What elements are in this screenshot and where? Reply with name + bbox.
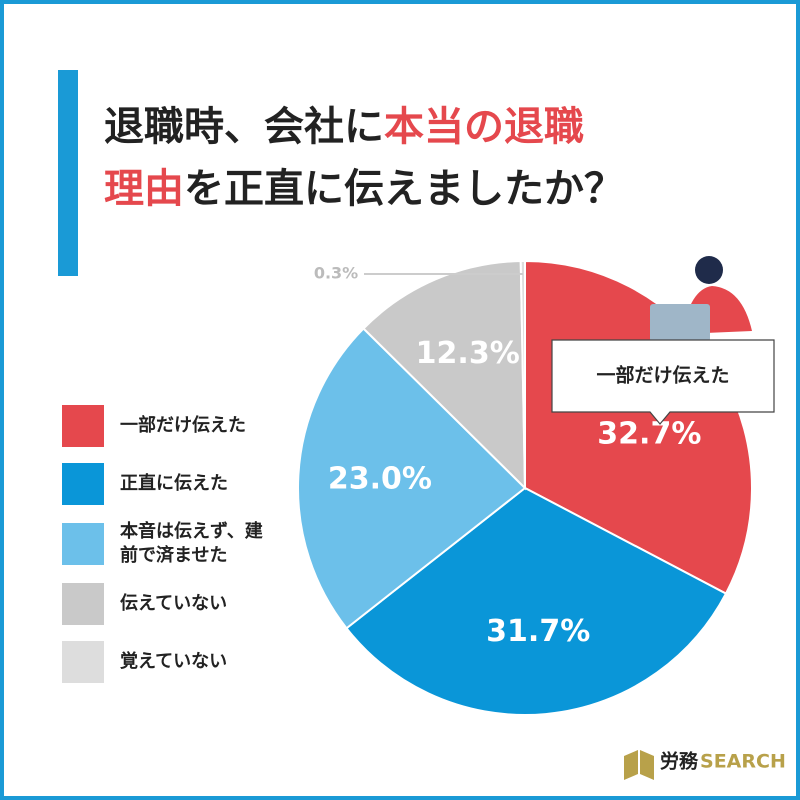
slice-label: 23.0%	[328, 461, 432, 496]
brand-word: SEARCH	[700, 751, 786, 773]
title-segment: を正直に伝えましたか？	[184, 166, 624, 212]
accent-bar	[58, 70, 78, 276]
legend-label: 覚えていない	[120, 651, 228, 672]
title: 退職時、会社に本当の退職 理由を正直に伝えましたか？	[104, 96, 624, 220]
legend-swatch	[62, 523, 104, 565]
legend-label: 本音は伝えず、建前で済ませた	[120, 521, 263, 566]
slice-label: 32.7%	[597, 416, 701, 451]
pie-slice	[345, 486, 728, 716]
slice-label: 0.3%	[314, 264, 358, 283]
legend-label: 正直に伝えた	[120, 473, 228, 494]
title-segment: 本当の退職	[384, 104, 584, 150]
legend-item: 伝えていない	[62, 582, 270, 626]
legend-item: 本音は伝えず、建前で済ませた	[62, 520, 270, 568]
legend-label: 伝えていない	[120, 593, 228, 614]
callout-text: 一部だけ伝えた	[596, 364, 729, 387]
legend-swatch	[62, 405, 104, 447]
legend-item: 一部だけ伝えた	[62, 404, 270, 448]
brand: 労務 SEARCH	[624, 750, 786, 780]
chart: 32.7% 31.7% 23.0% 12.3% 0.3% 一部だけ伝えた 労務 SEAR…	[58, 70, 786, 780]
brand-name: 労務	[660, 750, 699, 773]
title-segment: 退職時、会社に	[104, 104, 384, 150]
slice-label: 12.3%	[416, 336, 520, 371]
pie-slice	[297, 327, 527, 630]
illustration	[650, 256, 752, 342]
legend-swatch	[62, 641, 104, 683]
title-segment: 理由	[104, 166, 184, 212]
legend-label: 一部だけ伝えた	[120, 415, 246, 436]
pie-slice	[362, 260, 527, 491]
slice-label: 31.7%	[486, 614, 590, 649]
pie-slice	[519, 259, 526, 489]
legend-swatch	[62, 463, 104, 505]
legend-swatch	[62, 583, 104, 625]
callout: 一部だけ伝えた	[551, 339, 775, 425]
legend: 一部だけ伝えた 正直に伝えた本音は伝えず、建前で済ませた伝えていない 覚えていない	[62, 404, 270, 698]
title-line: 退職時、会社に本当の退職	[104, 96, 624, 158]
title-line: 理由を正直に伝えましたか？	[104, 158, 624, 220]
legend-item: 正直に伝えた	[62, 462, 270, 506]
legend-item: 覚えていない	[62, 640, 270, 684]
